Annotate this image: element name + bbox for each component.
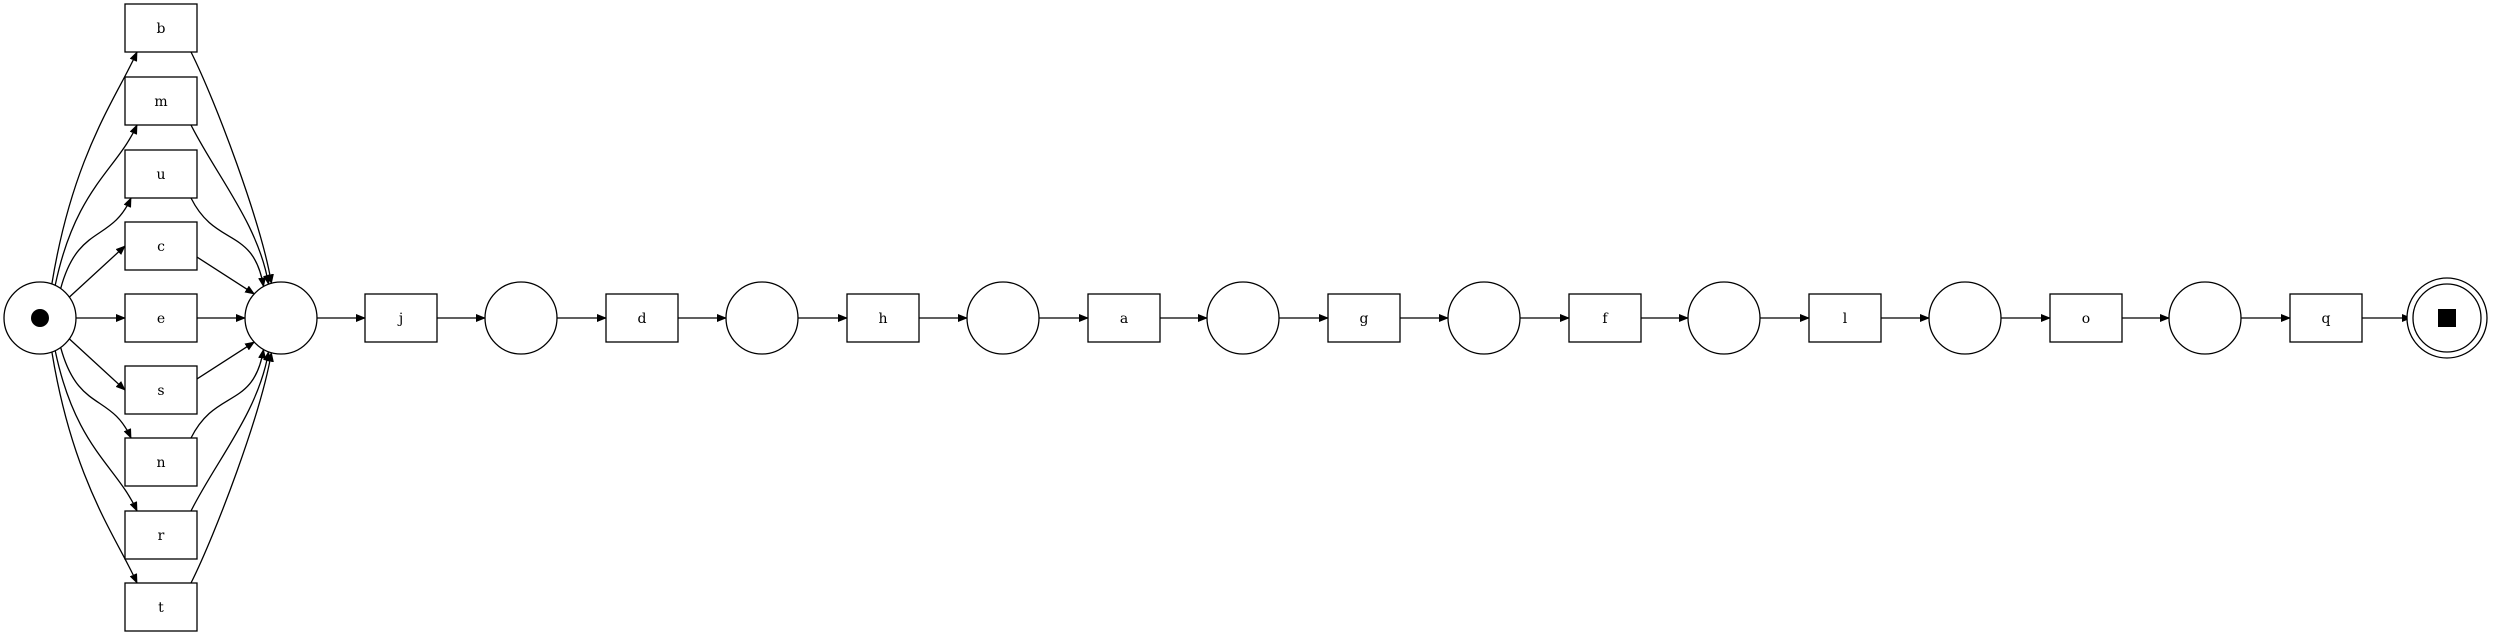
transition-label: f: [1602, 311, 1609, 327]
edge-source-to-n: [60, 347, 132, 439]
edge-u-to-hub: [190, 197, 266, 288]
transition-b: b: [124, 3, 198, 53]
transition-label: r: [158, 528, 165, 544]
hub-place: [244, 281, 318, 355]
transition-label: t: [158, 600, 164, 616]
edge-source-to-t: [51, 351, 138, 584]
transition-label: d: [638, 311, 647, 327]
sink-place: [2406, 277, 2488, 359]
transition-label: h: [878, 311, 887, 327]
transition-label: b: [157, 21, 166, 37]
edge-source-to-m: [54, 124, 138, 286]
transition-d: d: [605, 293, 679, 343]
transition-h: h: [846, 293, 920, 343]
edge-b-to-hub: [190, 51, 274, 285]
transition-m: m: [124, 76, 198, 126]
edge-n-to-hub: [190, 348, 266, 439]
transition-label: e: [157, 311, 165, 327]
edge-t-to-hub: [190, 351, 274, 584]
edge-m-to-hub: [190, 124, 272, 286]
transition-label: g: [1360, 311, 1369, 327]
transition-g: g: [1327, 293, 1401, 343]
place-2: [725, 281, 799, 355]
end-square-icon: [2438, 309, 2456, 327]
place-1: [484, 281, 558, 355]
transition-a: a: [1087, 293, 1161, 343]
edge-s-to-hub: [190, 341, 256, 384]
transition-label: a: [1120, 311, 1128, 327]
edge-source-to-s: [68, 338, 126, 391]
transition-l: l: [1808, 293, 1882, 343]
edge-c-to-hub: [190, 252, 256, 295]
transition-label: s: [157, 383, 164, 399]
transition-n: n: [124, 437, 198, 487]
transition-e: e: [124, 293, 198, 343]
transition-f: f: [1568, 293, 1642, 343]
place-8: [2168, 281, 2242, 355]
transition-label: q: [2322, 311, 2331, 327]
edges-layer: [51, 51, 2412, 584]
transition-label: c: [157, 239, 165, 255]
edge-source-to-c: [68, 245, 126, 298]
transition-c: c: [124, 221, 198, 271]
edge-r-to-hub: [190, 350, 272, 512]
transition-label: l: [1843, 311, 1848, 327]
transition-t: t: [124, 582, 198, 632]
place-6: [1687, 281, 1761, 355]
transition-u: u: [124, 149, 198, 199]
transition-label: m: [154, 94, 167, 110]
place-3: [966, 281, 1040, 355]
nodes-layer: b m u c e s n r t j d h a g f l o q: [3, 3, 2488, 632]
transition-q: q: [2289, 293, 2363, 343]
edge-source-to-b: [51, 51, 138, 285]
source-place: [3, 281, 77, 355]
place-7: [1928, 281, 2002, 355]
place-5: [1447, 281, 1521, 355]
transition-j: j: [364, 293, 438, 343]
transition-o: o: [2049, 293, 2123, 343]
transition-r: r: [124, 510, 198, 560]
transition-label: u: [156, 167, 165, 183]
transition-label: j: [397, 311, 403, 327]
edge-source-to-r: [54, 350, 138, 512]
edge-source-to-u: [60, 197, 132, 289]
transition-label: n: [156, 455, 165, 471]
transition-label: o: [2082, 311, 2090, 327]
token-icon: [31, 309, 49, 327]
transition-s: s: [124, 365, 198, 415]
place-4: [1206, 281, 1280, 355]
